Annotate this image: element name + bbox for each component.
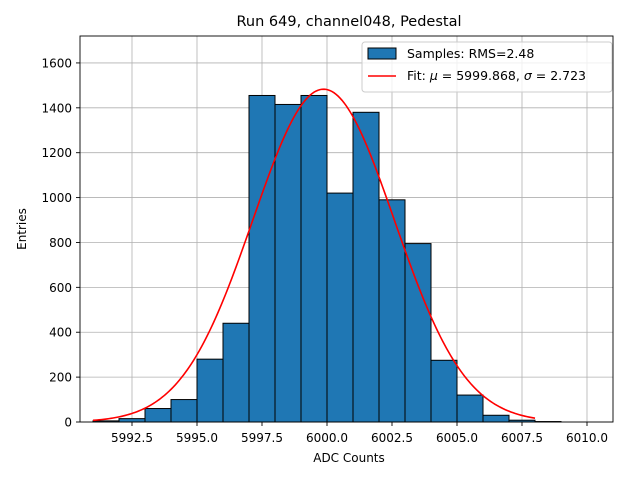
axis-ticks: 5992.5 5995.0 5997.5 6000.0 6002.5 6005.0 6007… [41, 56, 608, 445]
y-axis-label: Entries [15, 208, 29, 250]
histogram-bar [300, 94, 328, 423]
legend-fit-sigma-value: 2.723 [550, 68, 586, 83]
y-tick-label: 1000 [41, 191, 72, 205]
legend-fit-mu-value: 5999.868 [456, 68, 516, 83]
histogram-bar [404, 243, 432, 423]
chart-title: Run 649, channel048, Pedestal [236, 14, 461, 30]
x-tick-label: 6005.0 [436, 431, 478, 445]
histogram-bar [326, 192, 354, 423]
histogram-bar [118, 418, 146, 423]
legend-fit-mu-symbol: μ [429, 68, 438, 83]
histogram-bar [248, 94, 276, 423]
x-tick-label: 6000.0 [306, 431, 348, 445]
legend: Samples: RMS=2.48 Fit: μ = 5999.868, σ =… [361, 41, 613, 93]
y-tick-label: 1200 [41, 146, 72, 160]
legend-samples-label: Samples: RMS=2.48 [407, 46, 534, 61]
histogram-bar [196, 358, 224, 423]
fit-curve [92, 88, 536, 422]
x-tick-label: 6007.5 [501, 431, 543, 445]
histogram-bar [170, 399, 198, 423]
y-tick-label: 800 [49, 236, 72, 250]
histogram-bar [274, 103, 302, 423]
histogram-bar [456, 394, 484, 423]
x-tick-label: 5995.0 [176, 431, 218, 445]
histogram-bar [378, 199, 406, 423]
histogram-bar [144, 408, 172, 423]
histogram-bars [92, 94, 562, 423]
histogram-bar [482, 414, 510, 423]
x-tick-label: 6002.5 [371, 431, 413, 445]
x-tick-label: 6010.0 [566, 431, 608, 445]
y-tick-label: 1400 [41, 101, 72, 115]
y-tick-label: 600 [49, 281, 72, 295]
legend-samples-swatch [367, 47, 397, 60]
y-tick-label: 1600 [41, 56, 72, 70]
y-tick-label: 400 [49, 326, 72, 340]
x-axis-label: ADC Counts [313, 451, 385, 465]
histogram-bar [222, 322, 250, 423]
legend-box [361, 41, 613, 93]
y-tick-label: 200 [49, 371, 72, 385]
histogram-bar [352, 111, 380, 423]
x-tick-label: 5992.5 [111, 431, 153, 445]
y-tick-label: 0 [64, 416, 72, 430]
histogram-bar [430, 359, 458, 423]
plot-frame [79, 35, 614, 423]
legend-fit-sigma-symbol: σ [524, 68, 533, 83]
legend-fit-prefix: Fit: [407, 68, 430, 83]
legend-fit-label: Fit: μ = 5999.868, σ = 2.723 [407, 68, 586, 83]
x-tick-label: 5997.5 [241, 431, 283, 445]
